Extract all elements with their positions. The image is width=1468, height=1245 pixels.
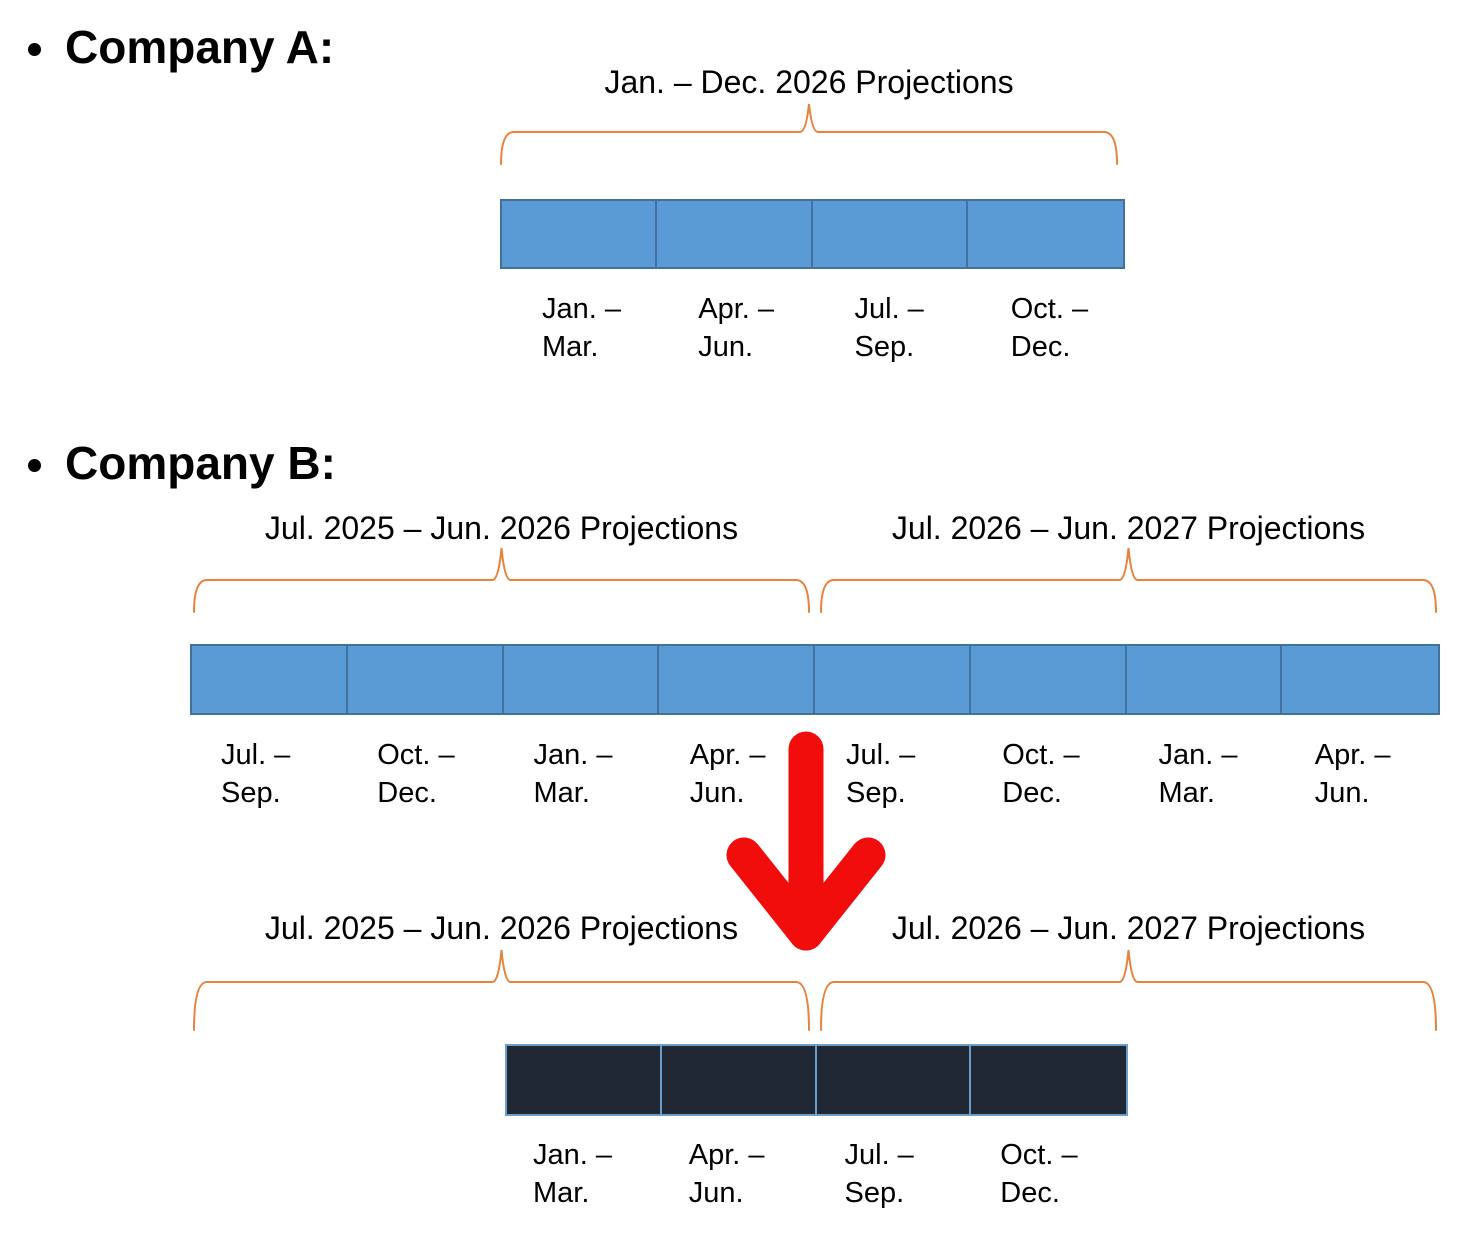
bar-segment — [971, 646, 1127, 713]
segment-labels-result: Jan. – Mar. Apr. – Jun. Jul. – Sep. Oct.… — [505, 1136, 1128, 1213]
segment-label: Apr. – Jun. — [688, 1139, 765, 1210]
bar-segment — [657, 201, 813, 267]
bar-segment — [504, 646, 660, 713]
timeline-bar-result — [505, 1044, 1128, 1116]
segment-label: Jan. – Mar. — [533, 739, 613, 810]
company-a-heading-text: Company A: — [65, 21, 335, 73]
segment-label: Jul. – Sep. — [846, 739, 916, 810]
segment-label: Apr. – Jun. — [698, 293, 775, 364]
brace-up-result-left — [193, 949, 810, 1031]
segment-label: Oct. – Dec. — [1002, 739, 1080, 810]
segment-label: Apr. – Jun. — [689, 739, 766, 810]
segment-label: Jul. – Sep. — [854, 293, 924, 364]
company-b-heading: Company B: — [28, 436, 336, 490]
bar-segment — [659, 646, 815, 713]
bar-segment — [507, 1046, 662, 1114]
bar-segment — [348, 646, 504, 713]
down-arrow-strokes — [726, 731, 886, 951]
bar-segment — [502, 201, 658, 267]
bullet-icon — [28, 42, 41, 56]
down-arrow-icon — [726, 731, 886, 951]
bar-segment — [817, 1046, 972, 1114]
company-a-heading: Company A: — [28, 20, 334, 74]
timeline-bar-company-b — [190, 644, 1440, 715]
brace-up-company-b-left — [193, 547, 810, 613]
bar-segment — [1282, 646, 1438, 713]
segment-label: Jul. – Sep. — [221, 739, 291, 810]
segment-labels-company-a: Jan. – Mar. Apr. – Jun. Jul. – Sep. Oct.… — [500, 290, 1125, 367]
timeline-bar-company-a — [500, 199, 1125, 269]
segment-label: Oct. – Dec. — [1010, 293, 1089, 364]
segment-label: Oct. – Dec. — [377, 739, 455, 810]
bar-segment — [1127, 646, 1283, 713]
company-b-heading-text: Company B: — [65, 437, 336, 489]
segment-labels-company-b: Jul. – Sep. Oct. – Dec. Jan. – Mar. Apr.… — [190, 736, 1440, 813]
brace-up-company-a — [500, 103, 1118, 165]
brace-up-company-b-right — [820, 547, 1437, 613]
bar-segment — [815, 646, 971, 713]
bar-segment — [192, 646, 348, 713]
segment-label: Oct. – Dec. — [1000, 1139, 1078, 1210]
company-b-top-brace-label-2: Jul. 2026 – Jun. 2027 Projections — [891, 510, 1366, 546]
segment-label: Jan. – Mar. — [542, 293, 621, 364]
bullet-icon — [28, 458, 41, 472]
bar-segment — [662, 1046, 817, 1114]
segment-label: Jul. – Sep. — [844, 1139, 914, 1210]
brace-up-result-right — [820, 949, 1437, 1031]
bar-segment — [968, 201, 1123, 267]
segment-label: Apr. – Jun. — [1314, 739, 1391, 810]
bar-segment — [813, 201, 968, 267]
segment-label: Jan. – Mar. — [533, 1139, 612, 1210]
company-b-bottom-brace-label-2: Jul. 2026 – Jun. 2027 Projections — [891, 910, 1366, 946]
segment-label: Jan. – Mar. — [1158, 739, 1238, 810]
company-a-brace-label: Jan. – Dec. 2026 Projections — [604, 64, 1014, 100]
company-b-top-brace-label-1: Jul. 2025 – Jun. 2026 Projections — [264, 510, 739, 546]
company-b-bottom-brace-label-1: Jul. 2025 – Jun. 2026 Projections — [264, 910, 739, 946]
bar-segment — [971, 1046, 1126, 1114]
